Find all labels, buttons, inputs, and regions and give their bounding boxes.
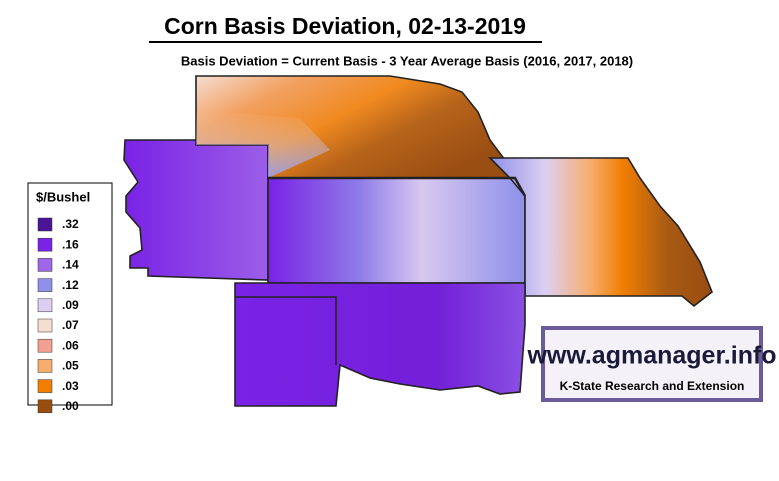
legend-swatch bbox=[37, 217, 53, 232]
legend-label: .16 bbox=[62, 237, 79, 251]
legend-swatch bbox=[37, 237, 53, 252]
logo-caption: K-State Research and Extension bbox=[560, 379, 745, 393]
subtitle: Basis Deviation = Current Basis - 3 Year… bbox=[181, 53, 633, 68]
oklahoma-texas-region bbox=[234, 282, 526, 407]
logo-url[interactable]: www.agmanager.info bbox=[526, 342, 776, 370]
state-border bbox=[235, 296, 337, 365]
legend-swatch bbox=[37, 338, 53, 353]
legend-label: .09 bbox=[62, 298, 79, 312]
legend-label: .12 bbox=[62, 278, 79, 292]
nebraska-shade bbox=[196, 110, 330, 178]
legend-items: .32 .16 .14 .12 .09 .07 .06 .05 .03 .00 bbox=[37, 217, 79, 414]
colorado-region bbox=[123, 139, 269, 281]
legend-swatch bbox=[37, 359, 53, 373]
title: Corn Basis Deviation, 02-13-2019 bbox=[164, 13, 526, 39]
legend-title: $/Bushel bbox=[36, 189, 90, 204]
legend-label: .00 bbox=[62, 399, 79, 413]
legend-label: .32 bbox=[62, 217, 79, 231]
legend-label: .06 bbox=[62, 338, 79, 352]
legend-swatch bbox=[37, 318, 53, 333]
map bbox=[123, 75, 713, 407]
legend-swatch bbox=[37, 278, 53, 292]
legend-label: .14 bbox=[62, 258, 79, 272]
legend-swatch bbox=[37, 258, 53, 272]
logo-box[interactable] bbox=[541, 326, 763, 402]
legend-swatch bbox=[37, 298, 53, 313]
kansas-region bbox=[267, 177, 526, 284]
legend-swatch bbox=[37, 399, 53, 414]
legend-label: .03 bbox=[62, 379, 79, 393]
state-border bbox=[268, 176, 527, 197]
legend-swatch bbox=[37, 379, 53, 393]
legend-label: .07 bbox=[62, 318, 79, 332]
legend-label: .05 bbox=[62, 359, 79, 373]
